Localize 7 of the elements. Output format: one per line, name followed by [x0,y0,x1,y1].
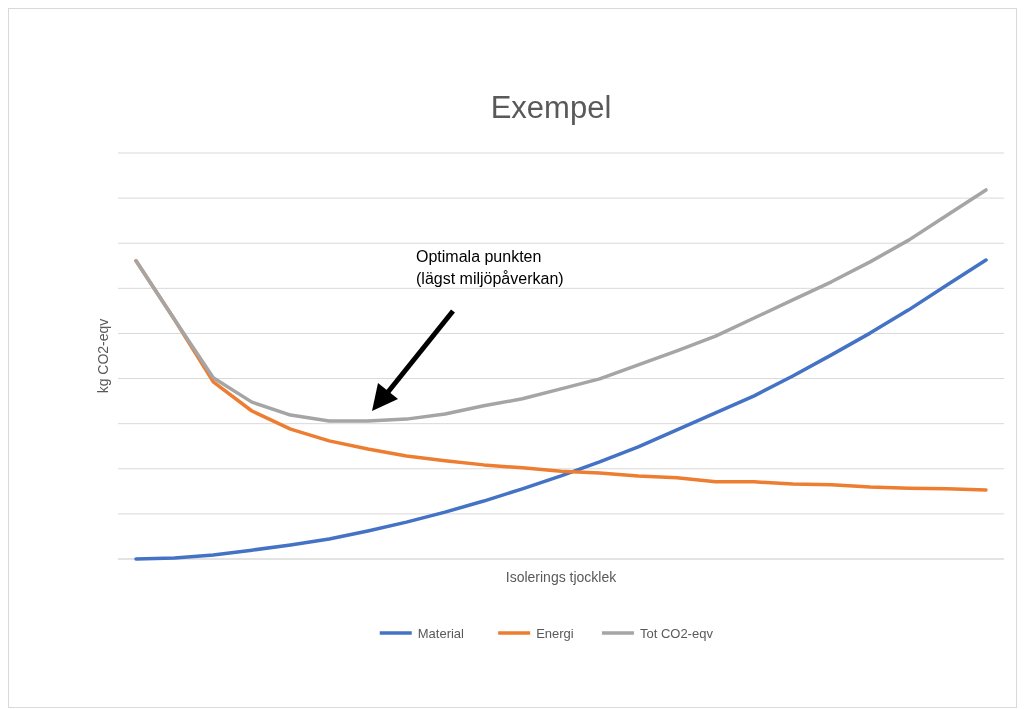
annotation: Optimala punkten (lägst miljöpåverkan) [416,248,564,287]
chart-title: Exempel [490,90,612,125]
x-axis-title: Isolerings tjocklek [505,569,618,585]
legend-label: Material [417,626,465,641]
legend-label: Tot CO2-eqv [639,626,714,641]
legend-label: Energi [536,626,574,641]
y-axis-title: kg CO2-eqv [95,318,111,394]
